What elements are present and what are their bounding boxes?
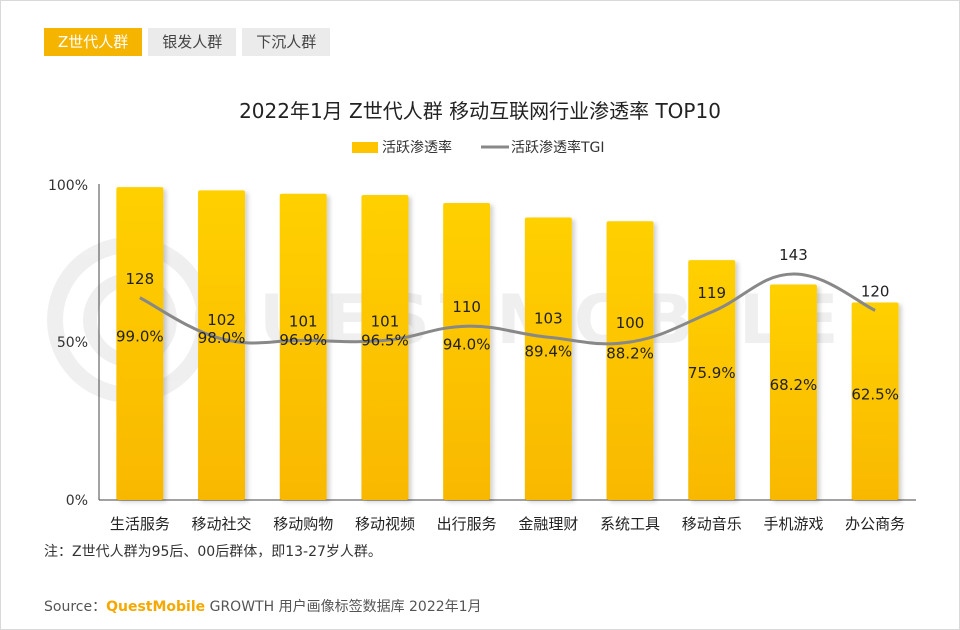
bar-value-label: 89.4% [525,343,573,361]
bar-value-label: 99.0% [116,328,164,346]
tgi-value-label: 119 [697,284,726,302]
tgi-line [139,272,876,346]
tgi-value-label: 100 [616,314,645,332]
bar-10 [851,302,899,500]
bar-7 [606,221,654,500]
x-tick-label: 出行服务 [437,515,497,533]
x-tick-label: 生活服务 [110,515,170,533]
bar-3 [279,193,327,500]
y-tick-label: 0% [66,493,88,509]
x-tick-label: 移动社交 [192,515,252,533]
bar-4 [361,195,409,500]
legend-line-label: 活跃渗透率TGI [511,139,605,156]
y-tick-label: 50% [57,335,88,351]
x-tick-label: 移动音乐 [682,515,742,533]
bar-9 [769,284,817,500]
bar-value-label: 62.5% [851,385,899,403]
bar-value-label: 96.9% [279,331,327,349]
x-tick-label: 手机游戏 [763,515,823,533]
x-tick-label: 金融理财 [518,515,578,533]
segment-tabs: Z世代人群 银发人群 下沉人群 [44,28,331,56]
bar-value-label: 88.2% [606,345,654,363]
tgi-value-label: 120 [861,282,890,300]
line-series [139,272,876,346]
bar-value-label: 98.0% [198,329,246,347]
x-tick-label: 移动视频 [355,515,415,533]
footnote: 注：Z世代人群为95后、00后群体，即13-27岁人群。 [44,544,382,560]
tgi-value-label: 110 [452,298,481,316]
bar-value-label: 94.0% [443,335,491,353]
tgi-value-label: 101 [371,312,400,330]
bar-8 [688,260,736,500]
chart-title: 2022年1月 Z世代人群 移动互联网行业渗透率 TOP10 [239,99,721,123]
source-line: Source：QuestMobile GROWTH 用户画像标签数据库 2022… [44,596,482,616]
tgi-value-label: 128 [126,270,155,288]
source-prefix: Source： [44,599,107,615]
bar-5 [443,202,491,500]
legend-bar-swatch [352,142,378,153]
tgi-value-label: 143 [779,246,808,264]
y-tick-label: 100% [48,178,88,194]
legend-bar-label: 活跃渗透率 [382,139,452,156]
tab-silver-generation[interactable]: 银发人群 [148,28,237,56]
bar-value-label: 68.2% [770,376,818,394]
tgi-value-label: 101 [289,312,318,330]
bar-value-label: 96.5% [361,332,409,350]
tgi-value-label: 102 [207,311,236,329]
bar-series [116,187,899,500]
source-brand: QuestMobile [106,599,206,615]
bar-value-label: 75.9% [688,364,736,382]
bar-6 [524,217,572,500]
x-tick-label: 移动购物 [273,515,333,533]
bar-1 [116,187,164,500]
x-tick-label: 系统工具 [600,515,660,533]
tgi-value-label: 103 [534,309,563,327]
legend: 活跃渗透率 活跃渗透率TGI [352,139,605,156]
source-suffix: GROWTH 用户画像标签数据库 2022年1月 [205,599,482,615]
x-tick-label: 办公商务 [845,515,905,533]
data-labels: 99.0% 98.0% 96.9% 96.5% 94.0% 89.4% 88.2% 75.9%… [116,246,899,403]
tab-z-generation[interactable]: Z世代人群 [44,28,143,56]
tab-lower-tier[interactable]: 下沉人群 [242,28,331,56]
bar-2 [198,190,246,500]
